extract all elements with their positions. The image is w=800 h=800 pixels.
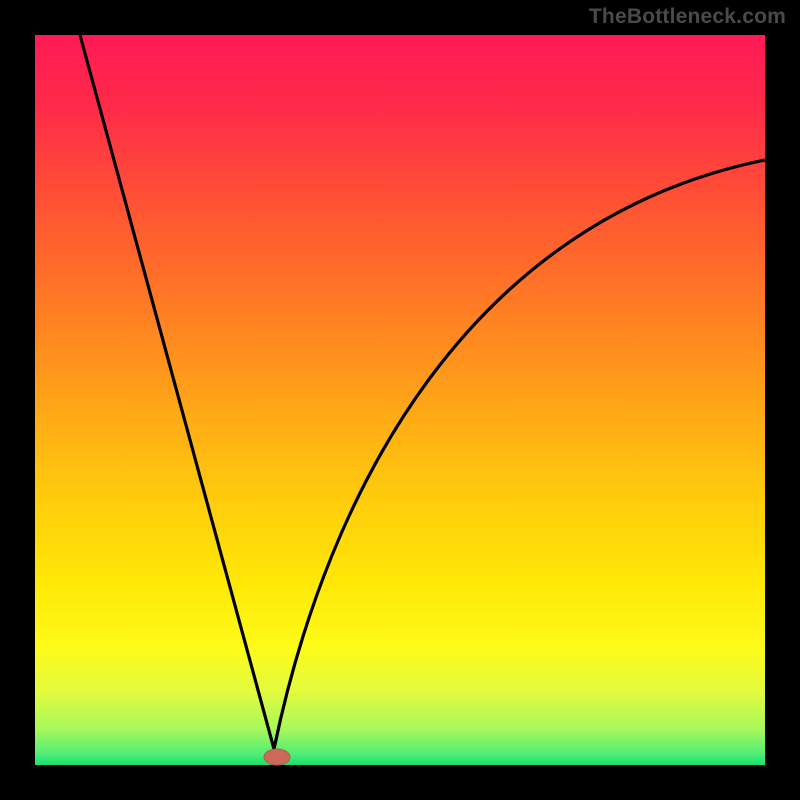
chart-container: TheBottleneck.com <box>0 0 800 800</box>
plot-area <box>35 35 765 765</box>
watermark-text: TheBottleneck.com <box>589 5 786 29</box>
optimal-marker <box>264 749 290 765</box>
bottleneck-chart <box>0 0 800 800</box>
